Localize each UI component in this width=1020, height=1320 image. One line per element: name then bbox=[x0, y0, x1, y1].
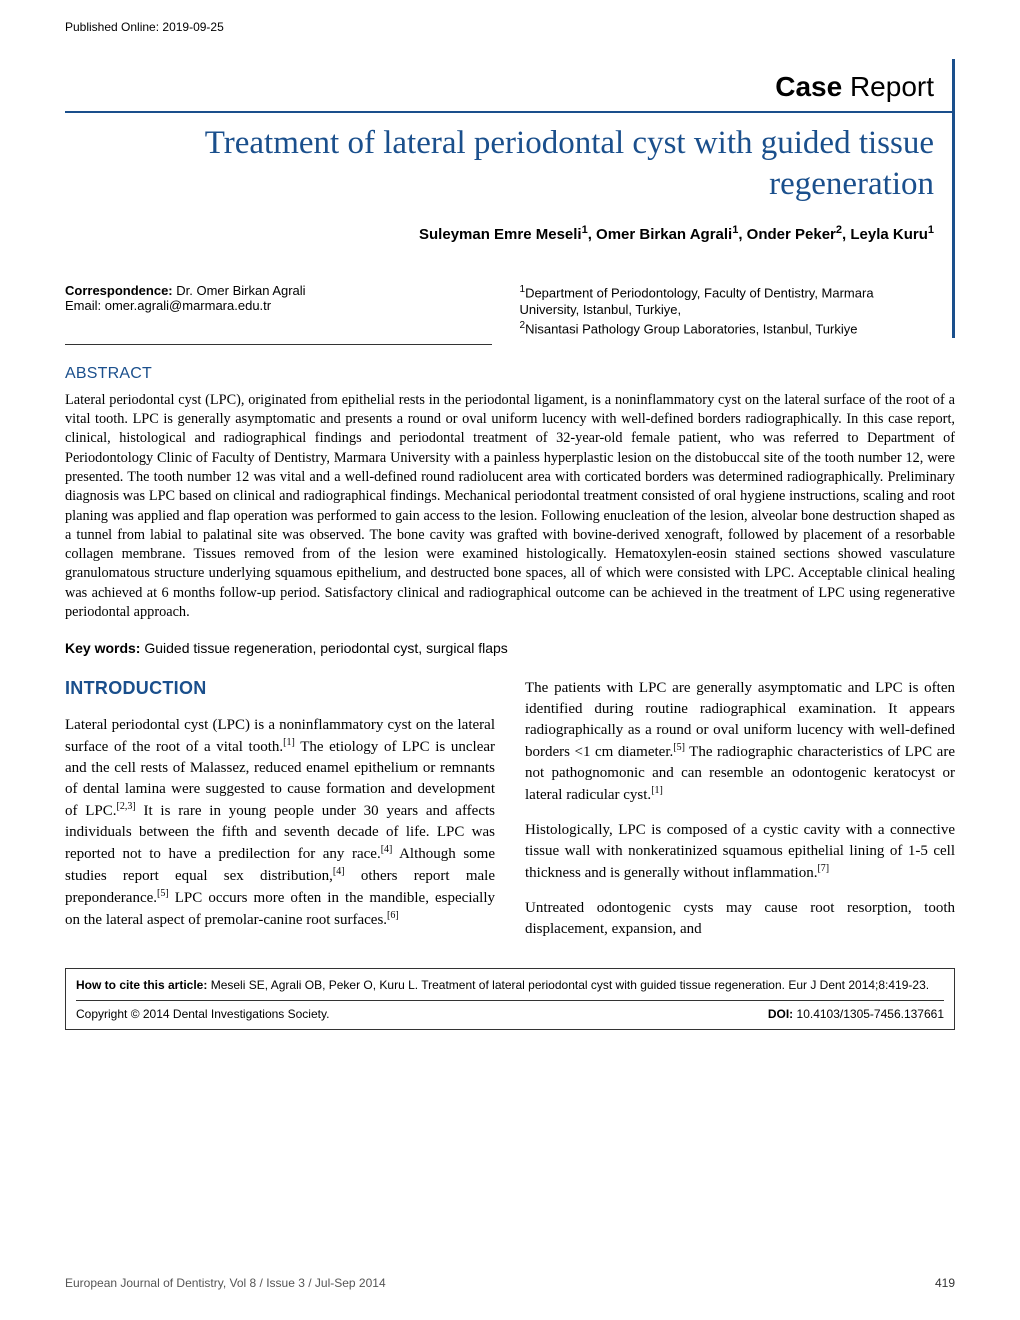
right-column: The patients with LPC are generally asym… bbox=[525, 678, 955, 954]
keywords-label: Key words: bbox=[65, 640, 144, 656]
intro-para-3: Histologically, LPC is composed of a cys… bbox=[525, 820, 955, 884]
header-block: Case Report Treatment of lateral periodo… bbox=[65, 59, 955, 338]
correspondence-name: Dr. Omer Birkan Agrali bbox=[176, 283, 305, 298]
abstract-heading: ABSTRACT bbox=[65, 365, 955, 383]
cite-text: Meseli SE, Agrali OB, Peker O, Kuru L. T… bbox=[211, 978, 929, 992]
authors-line: Suleyman Emre Meseli1, Omer Birkan Agral… bbox=[65, 224, 952, 283]
cite-rule bbox=[76, 1000, 944, 1001]
meta-row: Correspondence: Dr. Omer Birkan Agrali E… bbox=[65, 283, 952, 338]
section-label: Case Report bbox=[65, 59, 952, 111]
copyright-text: Copyright © 2014 Dental Investigations S… bbox=[76, 1007, 768, 1021]
doi-block: DOI: 10.4103/1305-7456.137661 bbox=[768, 1007, 944, 1021]
doi-value: 10.4103/1305-7456.137661 bbox=[797, 1007, 944, 1021]
doi-label: DOI: bbox=[768, 1007, 797, 1021]
keywords-line: Key words: Guided tissue regeneration, p… bbox=[65, 640, 955, 656]
intro-para-2: The patients with LPC are generally asym… bbox=[525, 678, 955, 806]
journal-info: European Journal of Dentistry, Vol 8 / I… bbox=[65, 1276, 935, 1290]
correspondence-rule bbox=[65, 344, 492, 345]
section-label-bold: Case bbox=[775, 71, 842, 102]
intro-para-1: Lateral periodontal cyst (LPC) is a noni… bbox=[65, 715, 495, 931]
intro-para-4: Untreated odontogenic cysts may cause ro… bbox=[525, 898, 955, 940]
cite-label: How to cite this article: bbox=[76, 978, 211, 992]
correspondence-block: Correspondence: Dr. Omer Birkan Agrali E… bbox=[65, 283, 520, 338]
published-online-line: Published Online: 2019-09-25 bbox=[65, 20, 955, 34]
page-footer: European Journal of Dentistry, Vol 8 / I… bbox=[65, 1276, 955, 1290]
citation-box: How to cite this article: Meseli SE, Agr… bbox=[65, 968, 955, 1029]
citation-bottom: Copyright © 2014 Dental Investigations S… bbox=[76, 1007, 944, 1021]
correspondence-label: Correspondence: bbox=[65, 283, 176, 298]
section-label-light: Report bbox=[842, 71, 934, 102]
keywords-text: Guided tissue regeneration, periodontal … bbox=[144, 640, 507, 656]
introduction-heading: INTRODUCTION bbox=[65, 678, 495, 699]
abstract-text: Lateral periodontal cyst (LPC), originat… bbox=[65, 391, 955, 623]
email-line: Email: omer.agrali@marmara.edu.tr bbox=[65, 298, 480, 313]
body-columns: INTRODUCTION Lateral periodontal cyst (L… bbox=[65, 678, 955, 954]
article-title: Treatment of lateral periodontal cyst wi… bbox=[65, 113, 952, 224]
left-column: INTRODUCTION Lateral periodontal cyst (L… bbox=[65, 678, 495, 954]
citation-top: How to cite this article: Meseli SE, Agr… bbox=[76, 977, 944, 993]
page-number: 419 bbox=[935, 1276, 955, 1290]
affiliations-block: 1Department of Periodontology, Faculty o… bbox=[520, 283, 935, 338]
